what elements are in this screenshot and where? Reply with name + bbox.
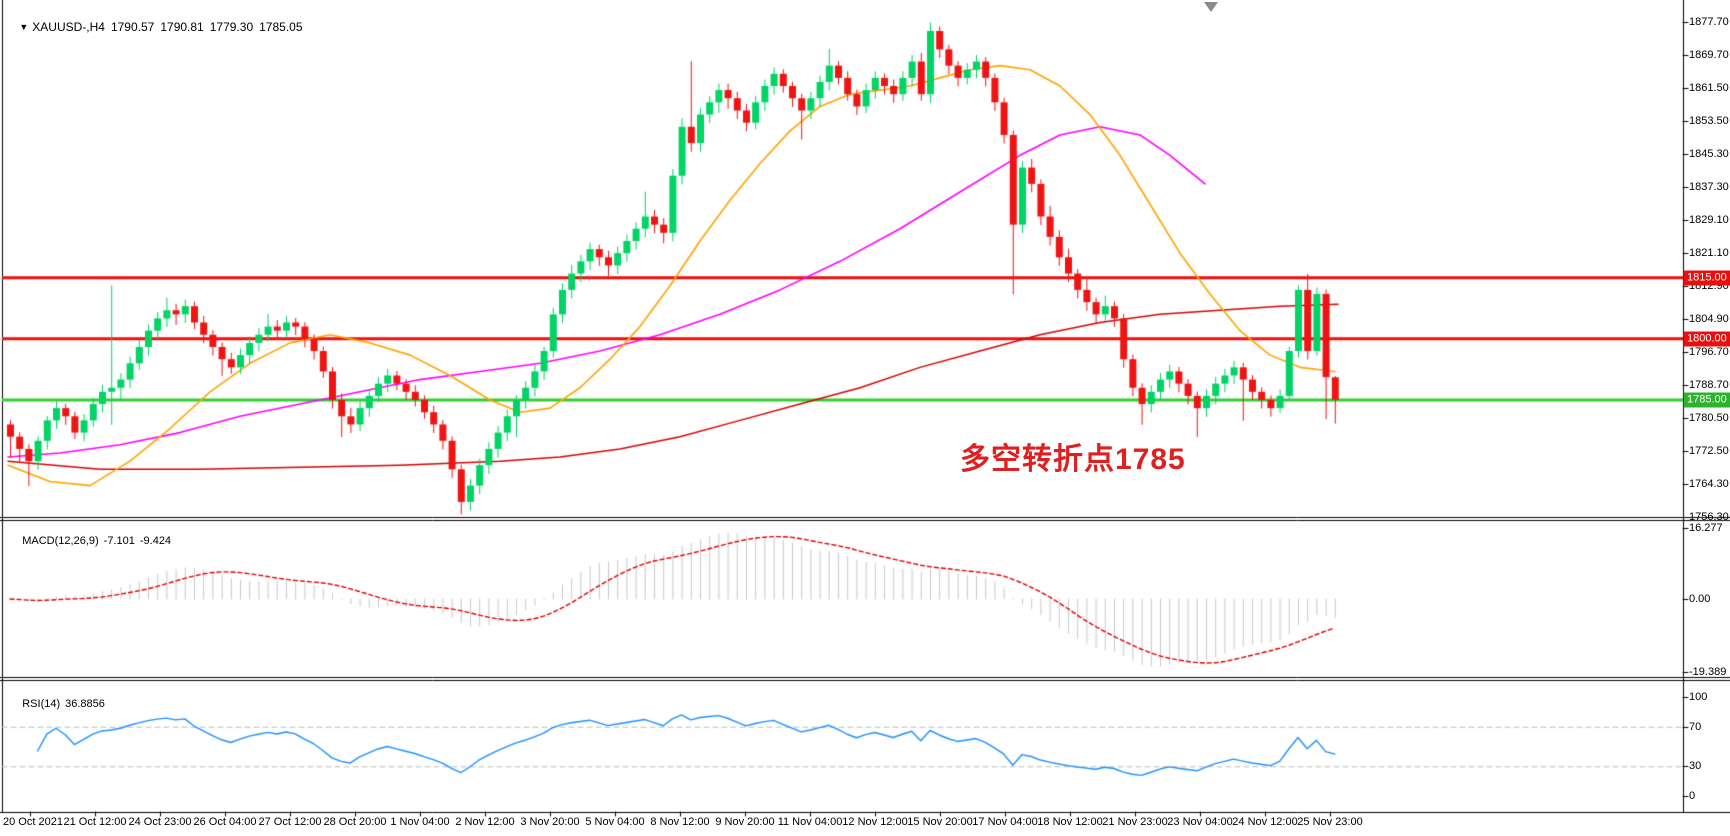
hline-price-badge: 1815.00 xyxy=(1684,270,1730,286)
indicator-scale-label: -19.389 xyxy=(1689,666,1727,678)
time-tick-label: 1 Nov 04:00 xyxy=(390,816,450,828)
macd-name: MACD(12,26,9) xyxy=(22,535,99,547)
indicator-scale-label: 30 xyxy=(1689,760,1702,772)
open-value: 1790.57 xyxy=(110,20,155,34)
time-tick-label: 24 Nov 12:00 xyxy=(1232,816,1298,828)
price-tick-label: 1845.30 xyxy=(1689,148,1729,161)
indicator-scale-label: 16.277 xyxy=(1689,522,1723,534)
indicator-scale-label: 0 xyxy=(1689,790,1696,802)
time-tick-label: 12 Nov 12:00 xyxy=(842,816,908,828)
chart-shift-marker-icon[interactable] xyxy=(1204,2,1218,12)
hline-price-badge: 1800.00 xyxy=(1684,331,1730,347)
price-tick-label: 1829.10 xyxy=(1689,214,1729,227)
time-tick-label: 8 Nov 12:00 xyxy=(650,816,710,828)
time-tick-label: 27 Oct 12:00 xyxy=(258,816,322,828)
indicator-scale-label: 100 xyxy=(1689,691,1708,703)
time-tick-label: 20 Oct 2021 xyxy=(3,816,63,828)
time-tick-label: 26 Oct 04:00 xyxy=(193,816,257,828)
hline-price-badge: 1785.00 xyxy=(1684,392,1730,408)
indicator-scale-label: 0.00 xyxy=(1689,593,1711,605)
symbol-period-label: XAUUSD-,H4 xyxy=(32,20,105,34)
time-tick-label: 5 Nov 04:00 xyxy=(585,816,645,828)
price-tick-label: 1853.50 xyxy=(1689,114,1729,127)
time-tick-label: 24 Oct 23:00 xyxy=(128,816,192,828)
macd-main-value: -7.101 xyxy=(103,535,135,547)
price-tick-label: 1764.30 xyxy=(1689,478,1729,491)
rsi-name: RSI(14) xyxy=(22,698,61,710)
time-tick-label: 25 Nov 23:00 xyxy=(1297,816,1363,828)
chart-annotation: 多空转折点1785 xyxy=(960,443,1186,476)
macd-signal-value: -9.424 xyxy=(139,535,172,547)
indicator-scale-label: 70 xyxy=(1689,721,1702,733)
time-tick-label: 3 Nov 20:00 xyxy=(520,816,580,828)
symbol-header: ▼ XAUUSD-,H4 1790.57 1790.81 1779.30 1785.05 xyxy=(6,6,309,48)
time-tick-label: 28 Oct 20:00 xyxy=(323,816,387,828)
low-value: 1779.30 xyxy=(209,20,254,34)
price-tick-label: 1837.30 xyxy=(1689,180,1729,193)
close-value: 1785.05 xyxy=(259,20,303,34)
rsi-value: 36.8856 xyxy=(65,698,105,710)
time-tick-label: 23 Nov 04:00 xyxy=(1167,816,1233,828)
time-tick-label: 21 Nov 23:00 xyxy=(1102,816,1168,828)
time-tick-label: 9 Nov 20:00 xyxy=(715,816,775,828)
time-tick-label: 18 Nov 12:00 xyxy=(1037,816,1103,828)
price-tick-label: 1796.70 xyxy=(1689,346,1729,359)
rsi-indicator-label: RSI(14) 36.8856 xyxy=(10,686,110,722)
time-tick-label: 21 Oct 12:00 xyxy=(63,816,127,828)
high-value: 1790.81 xyxy=(160,20,204,34)
time-tick-label: 17 Nov 04:00 xyxy=(972,816,1038,828)
macd-indicator-label: MACD(12,26,9) -7.101 -9.424 xyxy=(10,523,176,559)
price-tick-label: 1788.70 xyxy=(1689,378,1729,391)
price-tick-label: 1869.70 xyxy=(1689,48,1729,61)
time-tick-label: 2 Nov 12:00 xyxy=(455,816,515,828)
dropdown-arrow-icon[interactable]: ▼ xyxy=(19,22,29,32)
price-tick-label: 1780.50 xyxy=(1689,412,1729,425)
time-tick-label: 11 Nov 04:00 xyxy=(777,816,843,828)
price-tick-label: 1821.10 xyxy=(1689,246,1729,259)
price-tick-label: 1861.50 xyxy=(1689,82,1729,95)
time-tick-label: 15 Nov 20:00 xyxy=(907,816,973,828)
price-tick-label: 1804.90 xyxy=(1689,312,1729,325)
price-tick-label: 1756.30 xyxy=(1689,511,1729,523)
price-tick-label: 1772.50 xyxy=(1689,444,1729,457)
price-tick-label: 1877.70 xyxy=(1689,16,1729,28)
